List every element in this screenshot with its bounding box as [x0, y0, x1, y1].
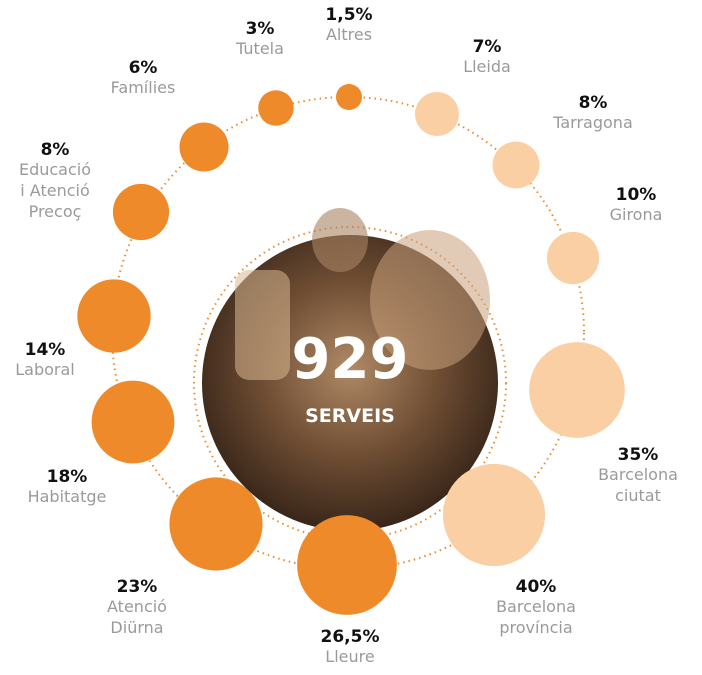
bubble — [443, 464, 545, 566]
value-label: 35% — [618, 445, 659, 465]
bubble — [77, 279, 150, 352]
value-label: 26,5% — [321, 627, 380, 647]
category-label: Famílies — [111, 78, 176, 97]
bubble — [113, 184, 169, 240]
infographic: 929 SERVEIS 1,5%Altres 3%Tutela 6%Famílies… — [0, 0, 702, 675]
value-label: 1,5% — [325, 5, 372, 25]
category-label: Tarragona — [552, 113, 633, 132]
value-label: 10% — [616, 185, 657, 205]
photo-detail — [312, 208, 368, 272]
bubble — [415, 92, 459, 136]
bubble — [547, 232, 599, 284]
category-label: Laboral — [15, 360, 75, 379]
bubble — [179, 122, 228, 171]
value-label: 6% — [129, 58, 158, 78]
value-label: 14% — [25, 340, 66, 360]
value-label: 23% — [117, 577, 158, 597]
value-label: 8% — [41, 140, 70, 160]
bubble — [258, 90, 294, 126]
category-label: Altres — [326, 25, 372, 44]
bubble — [493, 142, 540, 189]
photo-detail — [235, 270, 290, 380]
category-label: Girona — [610, 205, 663, 224]
center-value: 929 — [292, 327, 409, 392]
center-label: SERVEIS — [305, 405, 395, 427]
category-label: Lleida — [463, 57, 511, 76]
value-label: 3% — [246, 19, 275, 39]
category-label: Lleure — [325, 647, 374, 666]
category-label: Habitatge — [28, 487, 107, 506]
bubble — [297, 515, 397, 615]
bubble — [92, 381, 175, 464]
value-label: 18% — [47, 467, 88, 487]
bubble — [336, 84, 362, 110]
value-label: 8% — [579, 93, 608, 113]
bubble — [169, 477, 262, 570]
category-label: Tutela — [235, 39, 284, 58]
value-label: 7% — [473, 37, 502, 57]
value-label: 40% — [516, 577, 557, 597]
bubble — [529, 342, 625, 438]
